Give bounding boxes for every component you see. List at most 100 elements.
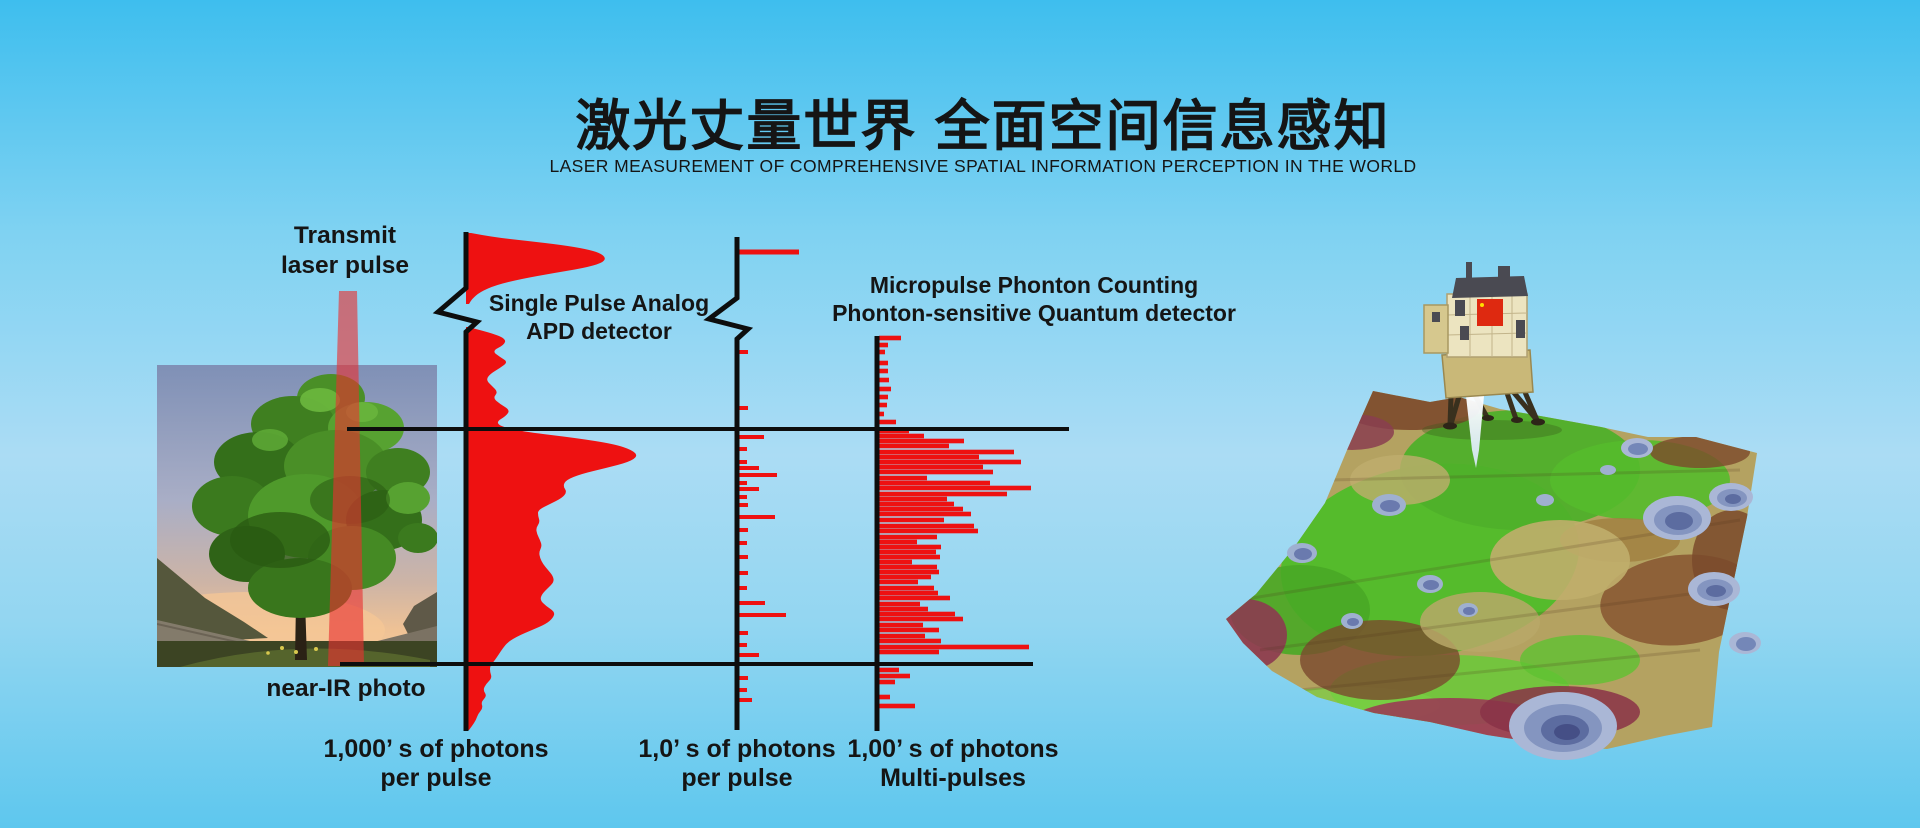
lander-feet (1443, 415, 1545, 430)
tree-photo (157, 365, 437, 667)
photon-return-bar (739, 503, 748, 507)
photon-return-bar (739, 676, 748, 680)
photon-return-bar (739, 350, 748, 354)
analog-top-pulse (466, 233, 605, 304)
photon-counting-detector-label: Micropulse Phonton Counting Phonton-sens… (832, 272, 1236, 326)
photon-return-bar (879, 342, 888, 348)
analog-caption: 1,000’ s of photons per pulse (323, 735, 549, 792)
photon-return-bar (879, 622, 923, 628)
photon-tick-group (739, 249, 799, 702)
lunar-lander (1422, 262, 1562, 468)
photon-return-bar (879, 335, 901, 341)
photon-return-bar (739, 406, 748, 410)
multi-pulse-caption: 1,00’ s of photons Multi-pulses (847, 735, 1059, 792)
photon-return-bar (879, 394, 888, 400)
photon-return-bar (739, 688, 747, 692)
photon-return-bar (879, 638, 941, 644)
photon-return-bar (879, 419, 896, 425)
photon-bar-group (879, 335, 1031, 709)
photon-return-bar (739, 698, 752, 702)
photon-return-bar (739, 460, 747, 464)
transmit-laser-pulse-label: Transmit laser pulse (280, 222, 410, 279)
photon-return-bar (879, 485, 1031, 491)
photon-return-bar (879, 649, 939, 655)
terrain-model (1226, 391, 1761, 760)
photon-return-bar (739, 528, 748, 532)
left-hill (157, 558, 268, 644)
photon-return-bar (879, 539, 917, 545)
photon-return-bar (879, 694, 890, 700)
china-flag (1477, 299, 1503, 326)
photon-return-bar (879, 433, 924, 439)
photon-return-bar (879, 544, 941, 550)
photon-return-bar (879, 377, 889, 383)
photon-return-bar (739, 495, 747, 499)
axis-analog (432, 232, 483, 731)
photon-return-bar (879, 464, 983, 470)
photon-return-bar (879, 469, 993, 475)
photon-return-bar (879, 611, 955, 617)
photon-return-bar (879, 667, 899, 673)
photon-return-bar (739, 481, 747, 485)
photon-return-bar (879, 601, 920, 607)
photon-return-bar (879, 559, 912, 565)
photon-return-bar (739, 643, 747, 647)
photon-return-bar (879, 633, 925, 639)
photon-return-bar (879, 475, 927, 481)
photon-return-bar (879, 443, 949, 449)
photon-return-bar (879, 454, 979, 460)
photon-return-bar (879, 703, 915, 709)
photon-return-bar (879, 449, 1014, 455)
terrain-patches (1226, 391, 1757, 746)
analog-waveform (466, 233, 637, 730)
photon-return-bar (739, 249, 799, 255)
analog-return-wave (466, 327, 637, 730)
photon-return-bar (879, 606, 928, 612)
photon-return-bar (879, 501, 954, 507)
photon-return-bar (879, 644, 1029, 650)
photon-return-bar (739, 515, 775, 519)
photon-return-bar (879, 569, 939, 575)
laser-beam (328, 291, 364, 666)
lander-shadow (1422, 420, 1562, 440)
lander-equipment (1432, 262, 1528, 340)
photon-return-bar (739, 601, 765, 605)
photon-return-bar (879, 349, 885, 355)
photon-return-bar (739, 571, 748, 575)
analog-detector-label: Single Pulse Analog APD detector (488, 290, 710, 344)
photon-return-bar (739, 653, 759, 657)
photon-return-bar (879, 627, 939, 633)
photon-return-bar (879, 411, 884, 417)
photon-return-bar (879, 368, 888, 374)
photon-return-bar (879, 496, 947, 502)
photon-return-bar (879, 517, 944, 523)
photon-return-bar (879, 534, 937, 540)
photon-return-bar (879, 459, 1021, 465)
photon-return-bar (879, 480, 990, 486)
photon-return-bar (879, 549, 936, 555)
photon-return-bar (879, 554, 940, 560)
photon-return-bar (739, 435, 764, 439)
photon-return-bar (739, 473, 777, 477)
photon-return-bar (739, 466, 759, 470)
photon-return-bar (879, 679, 895, 685)
photon-return-bar (879, 590, 938, 596)
photon-return-bar (879, 673, 910, 679)
photon-return-bar (879, 595, 950, 601)
photon-return-bar (879, 585, 934, 591)
photon-return-bar (739, 447, 747, 451)
photon-return-bar (739, 613, 786, 617)
photon-return-bar (739, 631, 748, 635)
axis-sparse (703, 237, 754, 730)
photon-return-bar (879, 438, 964, 444)
photon-return-bar (739, 487, 759, 491)
photon-return-bar (879, 511, 971, 517)
photon-return-bar (879, 616, 963, 622)
sparse-photon-caption: 1,0’ s of photons per pulse (638, 735, 836, 792)
page-title: 激光丈量世界 全面空间信息感知 (575, 95, 1391, 158)
photon-return-bar (879, 564, 937, 570)
altimeter-beam (1466, 396, 1484, 468)
photon-return-bar (879, 491, 1007, 497)
